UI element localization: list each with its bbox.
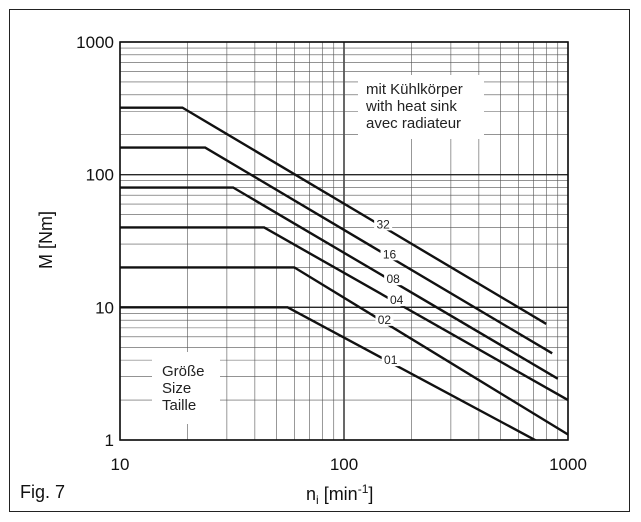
series-label-bg — [380, 248, 399, 261]
figure-label: Fig. 7 — [20, 482, 65, 502]
series-label-16: 16 — [383, 247, 397, 261]
series-label-bg — [384, 273, 403, 286]
y-tick-label: 1 — [105, 431, 114, 450]
series-label-02: 02 — [378, 313, 392, 327]
plot-area-border — [119, 41, 569, 441]
x-axis-label: ni [min-1] — [306, 482, 373, 507]
x-tick-label: 1000 — [549, 455, 587, 474]
series-label-bg — [381, 354, 400, 367]
chart-series — [120, 106, 568, 440]
series-line-02 — [120, 266, 568, 436]
series-line-32 — [120, 106, 547, 325]
heat-sink-note-line-2: with heat sink — [365, 98, 457, 115]
figure-frame — [9, 9, 630, 512]
series-label-04: 04 — [390, 293, 404, 307]
y-tick-label: 10 — [95, 298, 114, 317]
series-label-bg — [374, 218, 393, 231]
series-label-32: 32 — [376, 217, 390, 231]
size-note-line-1: Größe — [162, 363, 205, 380]
series-label-01: 01 — [384, 353, 398, 367]
series-line-01 — [120, 306, 538, 440]
series-line-16 — [120, 146, 553, 355]
size-note-line-2: Size — [162, 380, 191, 397]
series-labels: 32 16 08 04 02 01 — [374, 217, 406, 367]
heat-sink-note-line-3: avec radiateur — [366, 115, 461, 132]
y-tick-label: 100 — [86, 166, 114, 185]
series-label-bg — [387, 294, 406, 307]
heat-sink-note-line-1: mit Kühlkörper — [366, 81, 463, 98]
heat-sink-note-box — [358, 75, 484, 139]
series-label-bg — [375, 313, 394, 326]
series-line-04 — [120, 226, 568, 402]
x-tick-label: 100 — [330, 455, 358, 474]
y-tick-label: 1000 — [76, 33, 114, 52]
series-label-08: 08 — [386, 272, 400, 286]
size-note-box — [152, 352, 220, 424]
series-line-08 — [120, 186, 559, 380]
y-axis-label: M [Nm] — [36, 211, 56, 269]
x-tick-label: 10 — [111, 455, 130, 474]
tick-labels: 1 10 100 1000 10 100 1000 — [76, 33, 587, 474]
size-note-line-3: Taille — [162, 397, 196, 414]
